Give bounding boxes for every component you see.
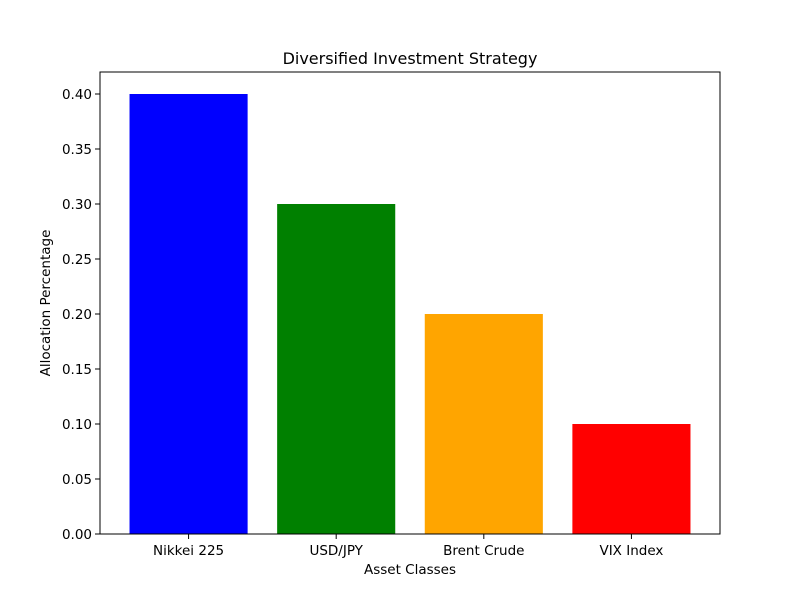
y-axis-label: Allocation Percentage bbox=[38, 230, 54, 377]
x-tick-label: USD/JPY bbox=[309, 543, 363, 559]
y-tick-label: 0.35 bbox=[62, 142, 92, 158]
x-tick-label: Nikkei 225 bbox=[153, 543, 224, 559]
bars-group bbox=[129, 94, 691, 534]
axes-group: 0.00 0.05 0.10 0.15 0.20 0.25 0.30 0.35 0.40 Nikk… bbox=[62, 71, 721, 559]
y-tick-label: 0.00 bbox=[62, 527, 92, 543]
x-tick-label: Brent Crude bbox=[443, 543, 524, 559]
y-tick-label: 0.30 bbox=[62, 197, 92, 213]
y-tick-label: 0.25 bbox=[62, 252, 92, 268]
y-tick-label: 0.05 bbox=[62, 472, 92, 488]
x-tick-label: VIX Index bbox=[599, 543, 663, 559]
bar-usd-jpy bbox=[277, 204, 396, 534]
y-tick-label: 0.20 bbox=[62, 307, 92, 323]
x-axis-label: Asset Classes bbox=[364, 562, 456, 578]
chart-title: Diversified Investment Strategy bbox=[283, 49, 538, 68]
bar-vix-index bbox=[572, 424, 691, 534]
bar-nikkei-225 bbox=[129, 94, 248, 534]
y-tick-label: 0.10 bbox=[62, 417, 92, 433]
bar-brent-crude bbox=[424, 314, 543, 534]
y-tick-label: 0.40 bbox=[62, 87, 92, 103]
y-tick-label: 0.15 bbox=[62, 362, 92, 378]
plot-frame bbox=[99, 71, 721, 535]
